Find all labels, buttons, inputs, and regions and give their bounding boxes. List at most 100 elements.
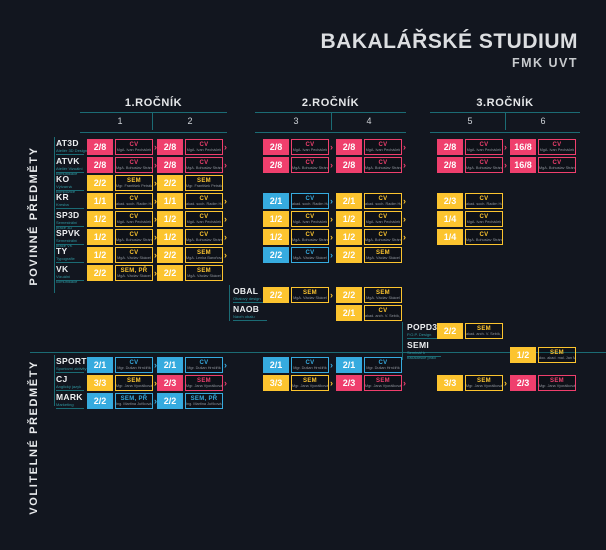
cell-type-box: SEM MgA. Václav Skácel <box>185 265 223 281</box>
cell-lecturer: MgA. Ivan Pecháček <box>466 148 502 153</box>
subject-subtitle: Návrh obalu <box>233 314 255 319</box>
cell-lecturer: MgA. Ivan Pecháček <box>116 220 152 225</box>
chevron-icon: › <box>154 178 157 188</box>
cell-lecturer: MgA. Václav Skácel <box>293 256 327 261</box>
cell-lecturer: MgA. Václav Skácel <box>366 256 400 261</box>
cell-type-box: CV Mgr. Dušan Hrnčiřík <box>364 357 402 373</box>
cell-hours-ratio: 3/3 <box>437 375 463 391</box>
cell-type-label: SEM, PŘ <box>190 395 218 402</box>
page-subtitle: FMK UVT <box>511 56 578 70</box>
curriculum-poster: { "title": { "main": "BAKALÁŘSKÉ STUDIUM… <box>28 30 606 515</box>
chevron-icon: › <box>154 232 157 242</box>
cell-type-label: CV <box>129 159 139 166</box>
year-underline <box>255 112 406 113</box>
cell-hours-ratio: 1/2 <box>87 229 113 245</box>
cell-lecturer: Ing. Martina Juříková, Ph.D. <box>186 402 222 407</box>
cell-hours-ratio: 2/2 <box>336 287 362 303</box>
subject-row-sp3d: SP3D Semestrální práce 3D <box>56 211 88 231</box>
subject-row-mark: MARK Marketing <box>56 393 88 408</box>
semester-separator-tick <box>152 113 153 130</box>
cell-lecturer: MgA. Bohuslav Stránský <box>292 166 328 171</box>
cell-ty-s1: 1/2 CV MgA. Václav Skácel <box>87 247 153 263</box>
cell-lecturer: Mgr. Jana Vyorálková, Mgr. Jana Hrubá <box>292 384 328 389</box>
semester-number-4: 4 <box>366 116 372 126</box>
subject-underline <box>56 372 84 373</box>
cell-hours-ratio: 16/8 <box>510 157 536 173</box>
cell-type-label: CV <box>305 141 315 148</box>
popd-group-line <box>402 322 403 360</box>
cell-type-box: CV MgA. Václav Skácel <box>291 247 329 263</box>
cell-type-label: CV <box>378 231 388 238</box>
section-label-povinne-predmety: POVINNÉ PŘEDMĚTY <box>28 146 40 286</box>
cell-lecturer: akad. soch. Radim Hanke <box>186 202 222 207</box>
cell-hours-ratio: 2/8 <box>437 139 463 155</box>
cell-hours-ratio: 3/3 <box>87 375 113 391</box>
cell-lecturer: akad. soch. Radim Hanke <box>116 202 152 207</box>
cell-lecturer: Mgr. Dušan Hrnčiřík <box>187 366 221 371</box>
chevron-icon: › <box>504 142 507 152</box>
cell-hours-ratio: 2/2 <box>87 393 113 409</box>
cell-hours-ratio: 2/2 <box>157 175 183 191</box>
subject-underline <box>233 320 267 321</box>
cell-lecturer: MgA. Bohuslav Stránský <box>186 166 222 171</box>
chevron-icon: › <box>403 378 406 388</box>
semester-separator-tick <box>505 113 506 130</box>
cell-hours-ratio: 2/1 <box>263 193 289 209</box>
cell-type-box: SEM MgA. Václav Skácel <box>364 247 402 263</box>
cell-hours-ratio: 2/1 <box>336 305 362 321</box>
cell-type-label: SEM <box>303 377 317 384</box>
chevron-icon: › <box>154 214 157 224</box>
year-underline <box>430 112 580 113</box>
semester-separator-tick <box>331 113 332 130</box>
cell-type-box: SEM MgA. Václav Skácel <box>364 287 402 303</box>
subject-subtitle: Ateliér Vizuální komunikace <box>56 166 83 176</box>
cell-lecturer: MgA. Václav Skácel <box>117 256 151 261</box>
semester-number-1: 1 <box>117 116 123 126</box>
cell-ko-s1: 2/2 SEM Mgr. František Petrák <box>87 175 153 191</box>
chevron-icon: › <box>154 142 157 152</box>
cell-hours-ratio: 2/8 <box>437 157 463 173</box>
cell-hours-ratio: 2/2 <box>157 265 183 281</box>
cell-hours-ratio: 2/2 <box>263 247 289 263</box>
cell-type-label: CV <box>479 213 489 220</box>
chevron-icon: › <box>154 396 157 406</box>
subject-row-cj: CJ Anglický jazyk <box>56 375 88 390</box>
cell-sport-s3: 2/1 CV Mgr. Dušan Hrnčiřík <box>263 357 329 373</box>
cell-type-label: CV <box>479 195 489 202</box>
cell-type-label: CV <box>378 359 388 366</box>
subject-code: KO <box>56 174 70 184</box>
cell-type-box: CV Mgr. Dušan Hrnčiřík <box>185 357 223 373</box>
cell-lecturer: Mgr. Dušan Hrnčiřík <box>366 366 400 371</box>
cell-type-label: CV <box>129 141 139 148</box>
subject-row-obal: OBAL Obalový design <box>233 287 271 302</box>
cell-sp3d-s1: 1/2 CV MgA. Ivan Pecháček <box>87 211 153 227</box>
subject-row-vk: VK Vizuální komunikace <box>56 265 88 285</box>
cell-lecturer: MgA. Bohuslav Stránský <box>466 166 502 171</box>
cell-hours-ratio: 1/1 <box>157 193 183 209</box>
cell-sp3d-s3: 1/2 CV MgA. Ivan Pecháček <box>263 211 329 227</box>
subject-subtitle: Semestrální práce VK <box>56 238 78 248</box>
cell-lecturer: Mgr. Dušan Hrnčiřík <box>293 366 327 371</box>
subject-row-kr: KR Kresba <box>56 193 88 208</box>
cell-hours-ratio: 2/2 <box>87 175 113 191</box>
cell-type-label: CV <box>552 159 562 166</box>
cell-ty-s4: 2/2 SEM MgA. Václav Skácel <box>336 247 402 263</box>
cell-sport-s1: 2/1 CV Mgr. Dušan Hrnčiřík <box>87 357 153 373</box>
cell-hours-ratio: 2/2 <box>157 393 183 409</box>
cell-type-label: CV <box>378 159 388 166</box>
cell-type-label: SEM <box>303 289 317 296</box>
chevron-icon: › <box>224 160 227 170</box>
cell-obal-s4: 2/2 SEM MgA. Václav Skácel <box>336 287 402 303</box>
cell-type-label: CV <box>479 141 489 148</box>
